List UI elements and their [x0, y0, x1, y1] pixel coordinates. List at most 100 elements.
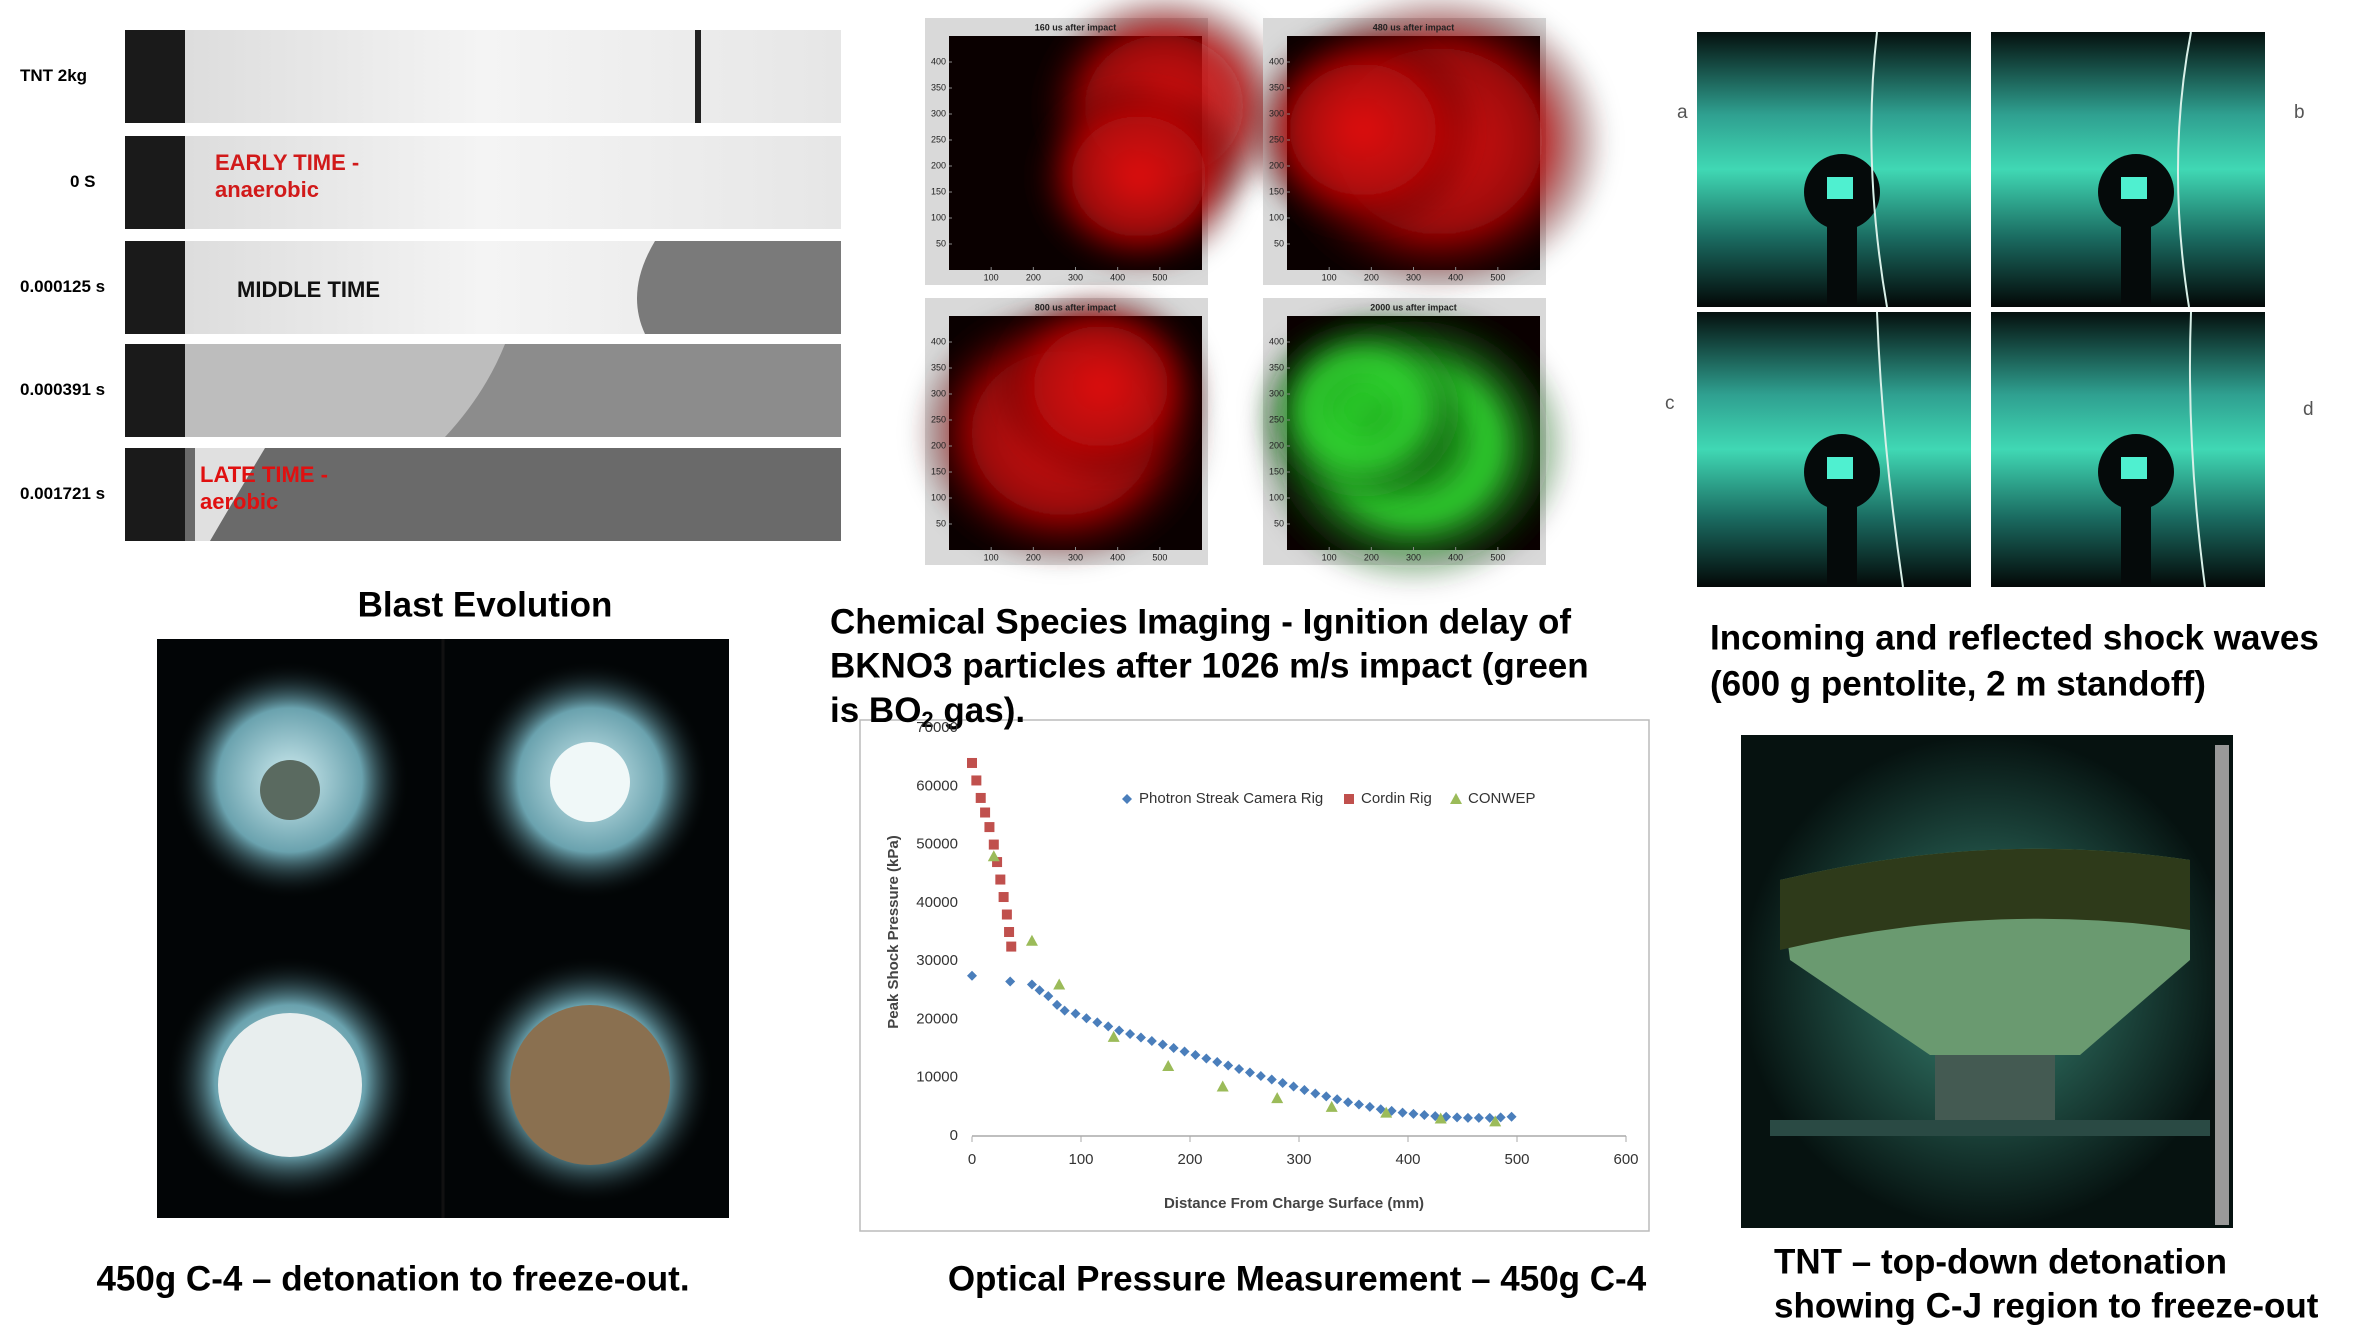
point	[995, 875, 1005, 885]
y-tick-label: 250	[1269, 414, 1284, 424]
y-tick-label: 300	[1269, 108, 1284, 118]
shock-window	[1827, 177, 1853, 199]
caption: Optical Pressure Measurement – 450g C-4	[948, 1259, 1647, 1298]
x-tick-label: 500	[1152, 272, 1167, 282]
streak-image	[125, 30, 841, 123]
y-tick-label: 100	[931, 492, 946, 502]
shock-stand	[2121, 502, 2151, 587]
x-tick-label: 500	[1490, 272, 1505, 282]
y-tick-label: 350	[931, 82, 946, 92]
x-tick-label: 100	[1322, 552, 1337, 562]
y-tick-label: 200	[931, 440, 946, 450]
streak-note: MIDDLE TIME	[237, 277, 380, 302]
heatmap-title: 160 us after impact	[1035, 22, 1117, 32]
shock-window	[1827, 457, 1853, 479]
panel-label: b	[2294, 102, 2305, 123]
streak-note: LATE TIME -	[200, 462, 328, 487]
streak-front	[445, 344, 841, 437]
shock-stand	[1827, 222, 1857, 307]
point	[1002, 910, 1012, 920]
streak-edge	[125, 30, 185, 123]
y-tick-label: 250	[1269, 134, 1284, 144]
caption: Chemical Species Imaging - Ignition dela…	[830, 602, 1571, 641]
y-tick-label: 150	[1269, 186, 1284, 196]
y-tick-label: 200	[1269, 440, 1284, 450]
heatmap-glow	[1243, 22, 1483, 238]
x-tick-label: 500	[1490, 552, 1505, 562]
shock-window	[2121, 177, 2147, 199]
y-tick-label: 100	[931, 212, 946, 222]
row-label: 0 S	[70, 172, 96, 191]
row-label: 0.001721 s	[20, 484, 105, 503]
point	[999, 892, 1009, 902]
point	[971, 775, 981, 785]
row-label: 0.000391 s	[20, 380, 105, 399]
streak-edge	[125, 136, 185, 229]
c4-photo	[157, 639, 729, 1218]
x-tick-label: 400	[1448, 272, 1463, 282]
x-tick-label: 200	[1364, 272, 1379, 282]
caption: showing C-J region to freeze-out	[1774, 1286, 2319, 1325]
x-tick-label: 300	[1406, 272, 1421, 282]
x-tick-label: 100	[984, 272, 999, 282]
row-label: TNT 2kg	[20, 66, 87, 85]
panel-label: a	[1677, 102, 1688, 123]
x-tick-label: 300	[1068, 272, 1083, 282]
point	[984, 822, 994, 832]
y-tick-label: 40000	[916, 894, 958, 911]
y-tick-label: 150	[1269, 466, 1284, 476]
y-tick-label: 200	[1269, 160, 1284, 170]
x-tick-label: 400	[1110, 552, 1125, 562]
streak-note: EARLY TIME -	[215, 150, 359, 175]
x-tick-label: 300	[1406, 552, 1421, 562]
heatmap-title: 480 us after impact	[1373, 22, 1455, 32]
y-tick-label: 250	[931, 414, 946, 424]
x-tick-label: 200	[1026, 552, 1041, 562]
y-tick-label: 30000	[916, 952, 958, 969]
shock-window	[2121, 457, 2147, 479]
streak-note: anaerobic	[215, 177, 319, 202]
streak-edge	[125, 448, 185, 541]
legend-marker	[1344, 794, 1354, 804]
x-axis-label: Distance From Charge Surface (mm)	[1164, 1195, 1424, 1212]
row-label: 0.000125 s	[20, 277, 105, 296]
x-tick-label: 100	[1322, 272, 1337, 282]
x-tick-label: 100	[984, 552, 999, 562]
x-tick-label: 600	[1613, 1151, 1638, 1168]
y-tick-label: 400	[1269, 56, 1284, 66]
x-tick-label: 100	[1068, 1151, 1093, 1168]
y-tick-label: 300	[931, 388, 946, 398]
y-tick-label: 400	[931, 56, 946, 66]
y-tick-label: 400	[1269, 336, 1284, 346]
y-tick-label: 50	[936, 518, 946, 528]
caption: (600 g pentolite, 2 m standoff)	[1710, 664, 2206, 703]
y-tick-label: 100	[1269, 212, 1284, 222]
heatmap-title: 800 us after impact	[1035, 302, 1117, 312]
streak-front	[637, 241, 841, 334]
y-tick-label: 350	[931, 362, 946, 372]
y-tick-label: 400	[931, 336, 946, 346]
y-tick-label: 50	[1274, 238, 1284, 248]
x-tick-label: 300	[1068, 552, 1083, 562]
legend-label: Photron Streak Camera Rig	[1139, 790, 1323, 807]
x-tick-label: 0	[968, 1151, 976, 1168]
streak-note: aerobic	[200, 489, 278, 514]
y-tick-label: 300	[931, 108, 946, 118]
x-tick-label: 200	[1364, 552, 1379, 562]
y-tick-label: 300	[1269, 388, 1284, 398]
caption: TNT – top-down detonation	[1774, 1242, 2227, 1281]
heatmap-glow	[1253, 311, 1473, 509]
y-axis-label: Peak Shock Pressure (kPa)	[885, 835, 902, 1028]
y-tick-label: 0	[950, 1127, 958, 1144]
x-tick-label: 400	[1395, 1151, 1420, 1168]
y-tick-label: 10000	[916, 1069, 958, 1086]
y-tick-label: 150	[931, 466, 946, 476]
y-tick-label: 50000	[916, 836, 958, 853]
y-tick-label: 350	[1269, 82, 1284, 92]
shock-stand	[2121, 222, 2151, 307]
point	[1006, 942, 1016, 952]
caption-part: is BO	[830, 691, 921, 730]
slide: TNT 2kg 0 S EARLY TIME -anaerobic 0.000125 …	[0, 0, 2363, 1330]
point	[980, 808, 990, 818]
heatmap-glow	[1029, 77, 1249, 275]
